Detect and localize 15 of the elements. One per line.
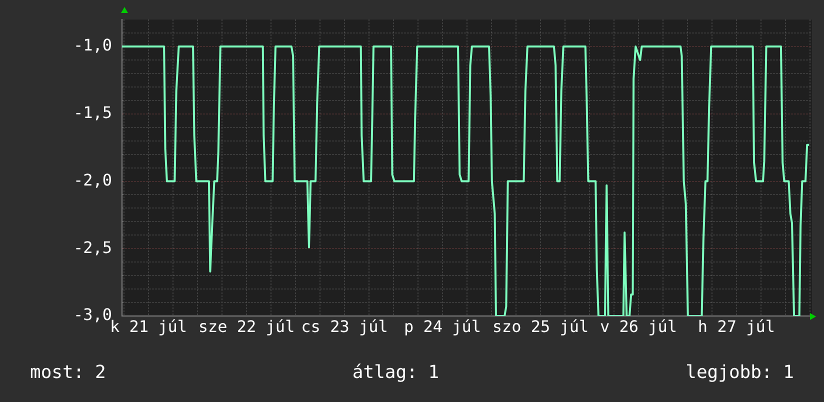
x-tick-label: h 27 júl xyxy=(698,316,775,336)
x-tick-label: p 24 júl xyxy=(404,316,482,336)
text: legjobb: 1 xyxy=(686,362,794,383)
y-tick-label: -2,0 xyxy=(73,170,112,190)
y-tick-label: -1,0 xyxy=(73,36,112,55)
x-tick-label: cs 23 júl xyxy=(301,316,388,336)
x-tick-label: szo 25 júl xyxy=(492,316,589,336)
text: átlag: 1 xyxy=(352,362,440,383)
y-tick-label: -3,0 xyxy=(73,305,112,324)
text: most: 2 xyxy=(30,362,106,383)
x-tick-label: sze 22 júl xyxy=(198,316,295,336)
x-tick-label: k 21 júl xyxy=(110,316,188,336)
y-tick-label: -1,5 xyxy=(73,103,112,122)
x-tick-label: v 26 júl xyxy=(600,316,678,336)
y-tick-label: -2,5 xyxy=(73,238,112,257)
